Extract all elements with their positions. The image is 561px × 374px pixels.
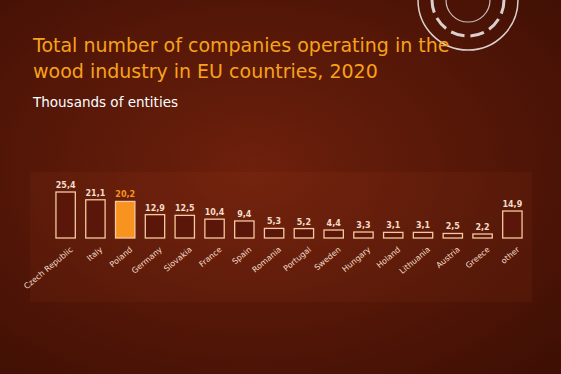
tick-label: Austria (434, 245, 462, 270)
tick: Portugal (282, 238, 313, 273)
bar (205, 219, 224, 238)
tick-label: Hungary (341, 245, 373, 274)
background (0, 0, 561, 374)
tick-label: Germany (130, 245, 164, 276)
tick-label: Slovakia (162, 245, 194, 274)
tick: Hungary (341, 238, 373, 274)
data-label: 4,4 (327, 219, 342, 228)
data-label: 25,4 (56, 181, 76, 190)
bar (384, 232, 403, 238)
data-label: 2,2 (475, 223, 489, 232)
bar (413, 232, 432, 238)
data-label: 20,2 (115, 190, 135, 199)
tick: Slovakia (162, 238, 194, 274)
subtitle: Thousands of entities (32, 94, 178, 110)
tick: Poland (108, 238, 134, 269)
data-labels: 25,4 21,1 20,2 12,9 12,5 10,4 9,4 5,3 5,2 4,4 3,3 3… (56, 181, 523, 232)
data-label: 21,1 (86, 189, 106, 198)
data-label: 3,3 (356, 221, 370, 230)
bar (175, 215, 194, 238)
bar (443, 233, 462, 238)
bar (145, 215, 164, 238)
title: Total number of companies operating in t… (32, 34, 449, 82)
tick-label: Romania (251, 245, 284, 274)
tick: Romania (251, 238, 284, 274)
data-label: 3,1 (386, 221, 401, 230)
data-label: 12,5 (175, 204, 195, 213)
data-label: 9,4 (237, 210, 252, 219)
tick-label: Lithuania (398, 245, 432, 276)
data-label: 2,5 (446, 222, 461, 231)
bar (473, 234, 492, 238)
tick: Austria (434, 238, 462, 270)
tick: France (197, 238, 223, 269)
tick: Lithuania (398, 238, 432, 276)
tick: Holand (375, 238, 402, 270)
bar (503, 211, 522, 238)
data-label: 5,3 (267, 217, 281, 226)
tick: Greece (464, 238, 492, 270)
deco-ring (446, 0, 490, 22)
tick-label: Greece (464, 245, 492, 270)
tick-label: Spain (230, 245, 253, 266)
tick-label: Portugal (282, 245, 313, 273)
bar (235, 221, 254, 238)
tick: other (499, 238, 522, 266)
deco-ring (432, 0, 504, 36)
tick-label: Czech Republic (22, 245, 74, 291)
panel (30, 172, 532, 302)
data-label: 5,2 (297, 218, 311, 227)
tick: Spain (230, 238, 253, 266)
tick: Czech Republic (22, 238, 74, 291)
tick-label: Poland (108, 245, 134, 269)
chart: Total number of companies operating in t… (0, 0, 561, 374)
tick-label: other (499, 245, 522, 266)
tick-label: France (197, 245, 223, 269)
bar (324, 230, 343, 238)
data-label: 14,9 (502, 200, 522, 209)
bar (116, 201, 135, 238)
bar (264, 228, 283, 238)
tick: Germany (130, 238, 164, 276)
bar (86, 200, 105, 238)
tick-label: Italy (85, 245, 104, 263)
tick: Sweden (313, 238, 343, 272)
tick-label: Holand (375, 245, 402, 270)
tick: Italy (85, 238, 104, 263)
data-label: 3,1 (416, 221, 431, 230)
data-label: 10,4 (205, 208, 225, 217)
bar (354, 232, 373, 238)
tick-label: Sweden (313, 245, 343, 272)
bar (294, 229, 313, 238)
x-axis-line (51, 238, 529, 239)
bar (56, 192, 75, 238)
x-axis: Czech Republic ItalyPolandGermanySlovakia… (22, 238, 528, 291)
data-label: 12,9 (145, 204, 165, 213)
